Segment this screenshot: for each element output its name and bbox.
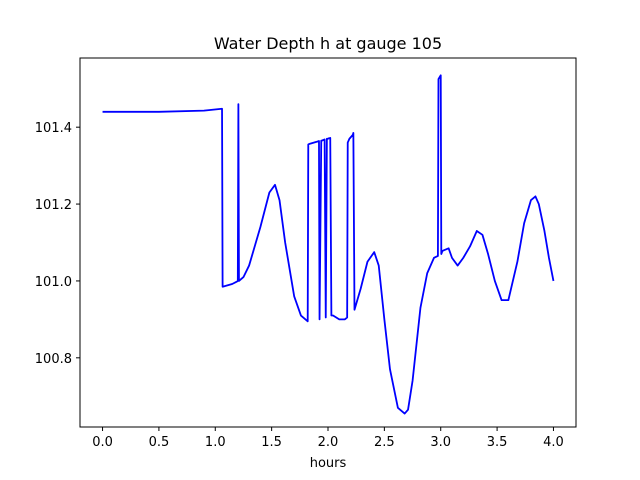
x-axis-label: hours bbox=[310, 456, 347, 471]
x-tick-label: 2.5 bbox=[374, 435, 395, 450]
axis-ticks: 0.0 0.5 1.0 1.5 2.0 2.5 3.0 3.5 4.0 100.8 101.0 101… bbox=[35, 121, 564, 450]
x-tick-label: 0.5 bbox=[149, 435, 170, 450]
y-tick-label: 101.0 bbox=[35, 275, 72, 290]
x-tick-label: 1.5 bbox=[261, 435, 282, 450]
x-tick-label: 4.0 bbox=[543, 435, 564, 450]
chart-title: Water Depth h at gauge 105 bbox=[214, 34, 442, 53]
series-line bbox=[102, 74, 555, 415]
y-tick-label: 100.8 bbox=[35, 352, 72, 367]
plot-area bbox=[102, 74, 555, 415]
x-tick-label: 0.0 bbox=[92, 435, 113, 450]
x-tick-label: 2.0 bbox=[318, 435, 339, 450]
x-tick-label: 1.0 bbox=[205, 435, 226, 450]
x-tick-label: 3.5 bbox=[487, 435, 508, 450]
axes-frame bbox=[79, 57, 577, 428]
y-tick-label: 101.4 bbox=[35, 121, 72, 136]
x-tick-label: 3.0 bbox=[430, 435, 451, 450]
y-tick-label: 101.2 bbox=[35, 198, 72, 213]
